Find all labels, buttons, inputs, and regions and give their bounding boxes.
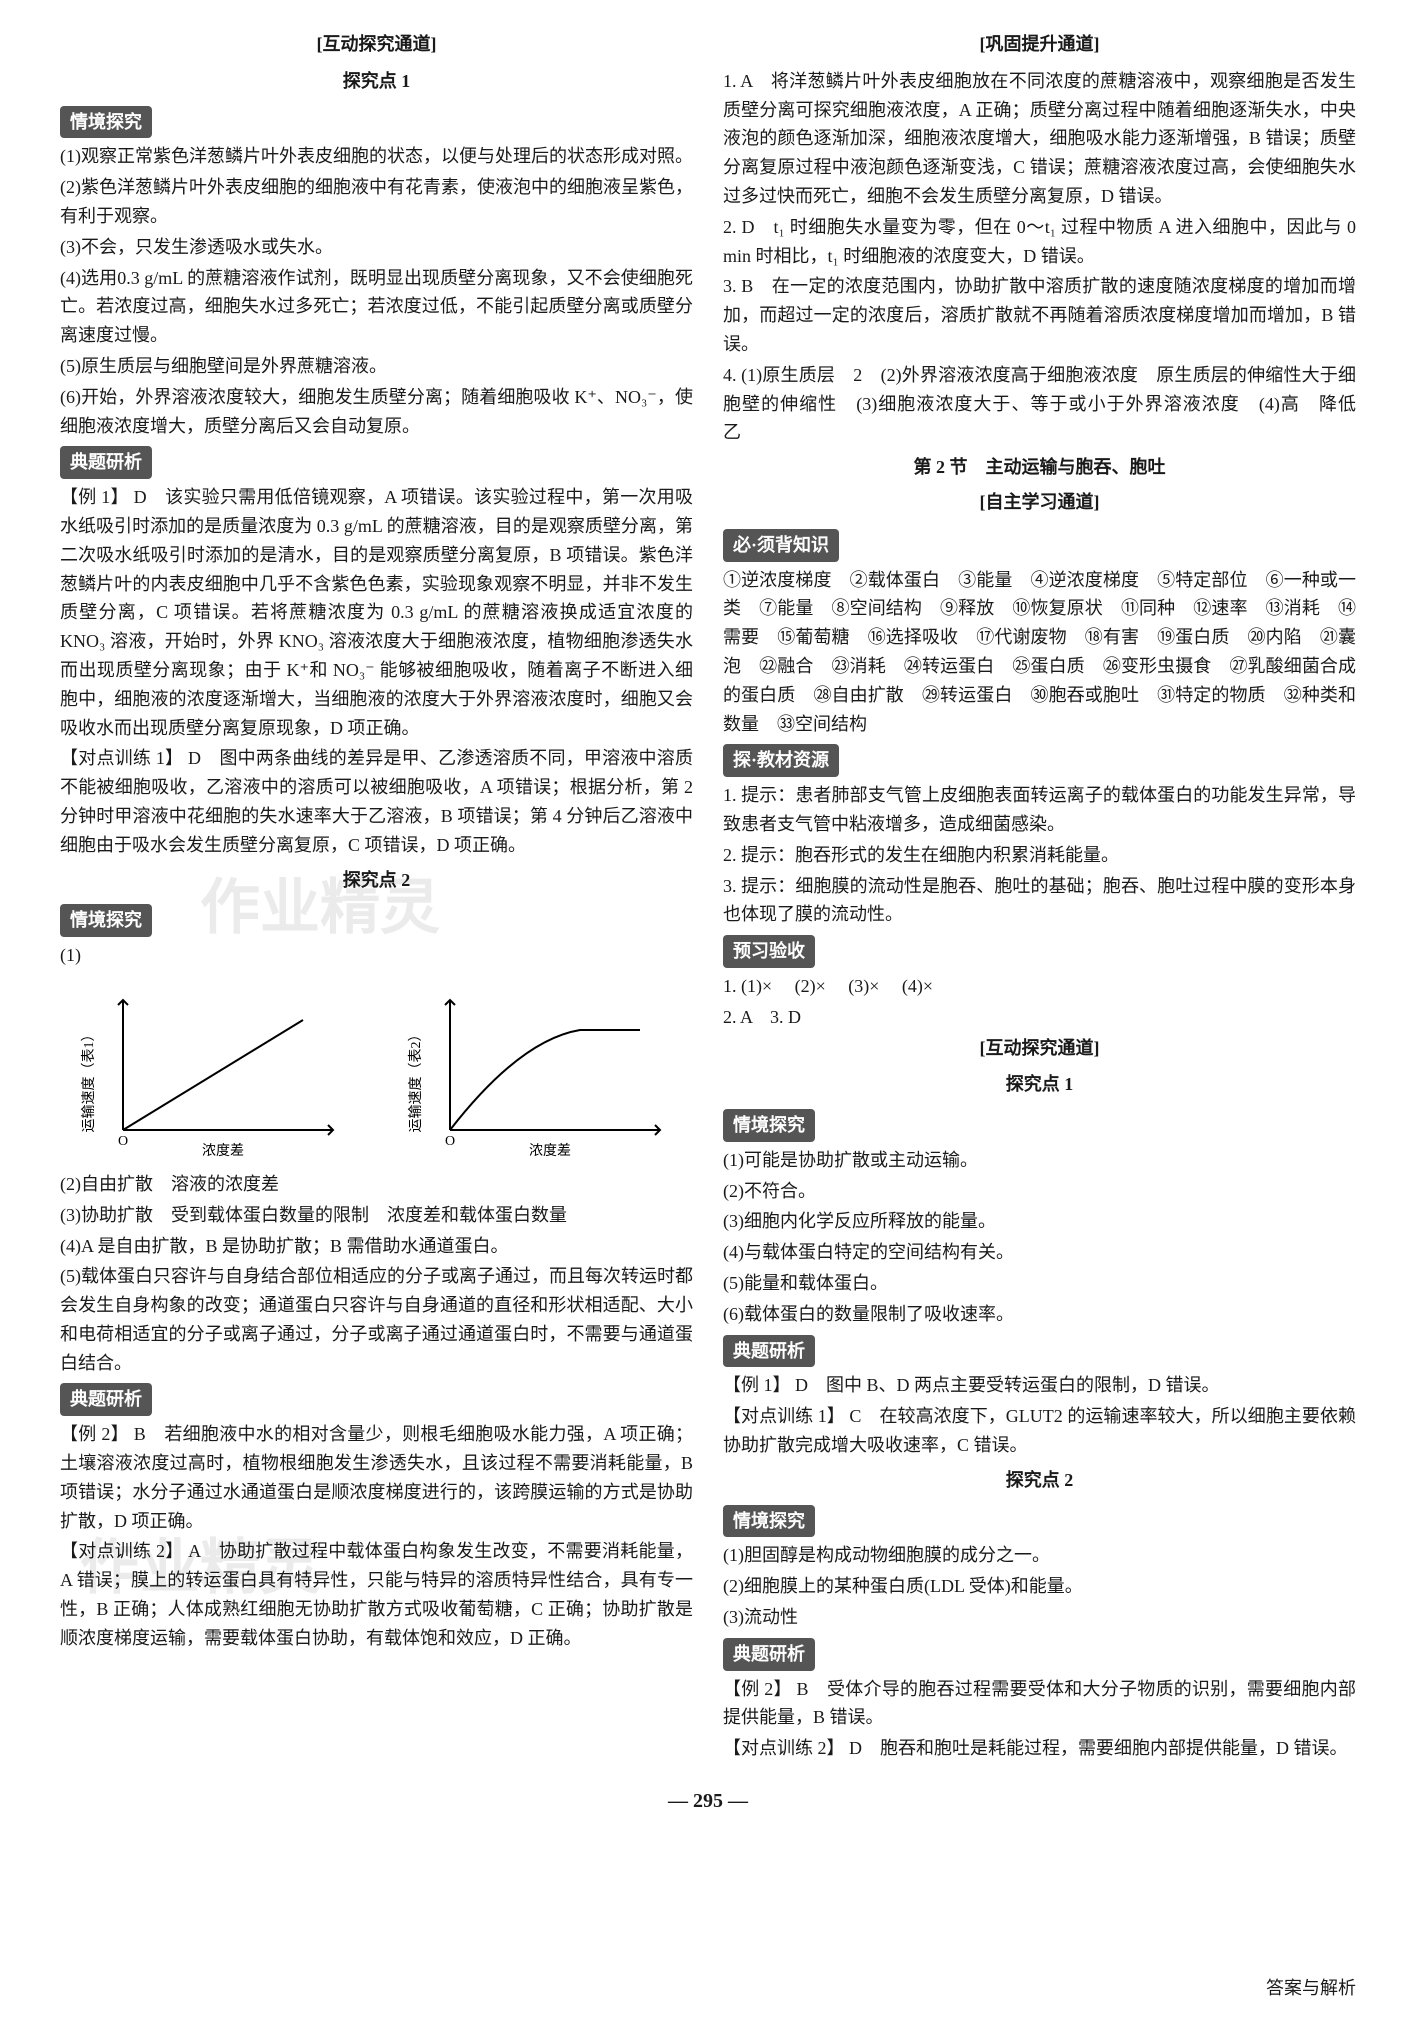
left-duidian-2: 【对点训练 2】 A 协助扩散过程中载体蛋白构象发生改变，不需要消耗能量，A 错… [60,1537,693,1652]
right-column: [巩固提升通道] 1. A 将洋葱鳞片叶外表皮细胞放在不同浓度的蔗糖溶液中，观察… [723,30,1356,1765]
chart2-origin: O [445,1134,455,1149]
right-header-3: [互动探究通道] [723,1034,1356,1063]
bixiu-items: ①逆浓度梯度 ②载体蛋白 ③能量 ④逆浓度梯度 ⑤特定部位 ⑥一种或一类 ⑦能量… [723,566,1356,739]
r-dd2: 【对点训练 2】 D 胞吞和胞吐是耗能过程，需要细胞内部提供能量，D 错误。 [723,1734,1356,1763]
left-p2-3: (3)协助扩散 受到载体蛋白数量的限制 浓度差和载体蛋白数量 [60,1201,693,1230]
left-p5: (5)原生质层与细胞壁间是外界蔗糖溶液。 [60,352,693,381]
chart-1: 运输速度（表1） O 浓度差 [73,980,353,1160]
ys1: 1. (1)× (2)× (3)× (4)× [723,972,1356,1001]
r-p1: (1)可能是协助扩散或主动运输。 [723,1146,1356,1175]
r-p4: (4)与载体蛋白特定的空间结构有关。 [723,1238,1356,1267]
left-p2-5: (5)载体蛋白只容许与自身结合部位相适应的分子或离子通过，而且每次转运时都会发生… [60,1262,693,1377]
chart-row: 运输速度（表1） O 浓度差 运输速度（表2） O 浓度差 [60,980,693,1160]
left-duidian-1: 【对点训练 1】 D 图中两条曲线的差异是甲、乙渗透溶质不同，甲溶液中溶质不能被… [60,744,693,859]
qingjing-label-2: 情境探究 [60,904,152,937]
page-number: — 295 — [60,1785,1356,1817]
right-a2: 2. D t₁ 时细胞失水量变为零，但在 0～t₁ 过程中物质 A 进入细胞中，… [723,213,1356,271]
chart1-xlabel: 浓度差 [202,1143,244,1159]
left-column: [互动探究通道] 探究点 1 情境探究 (1)观察正常紫色洋葱鳞片叶外表皮细胞的… [60,30,693,1765]
page-container: [互动探究通道] 探究点 1 情境探究 (1)观察正常紫色洋葱鳞片叶外表皮细胞的… [60,30,1356,1765]
chart1-origin: O [118,1134,128,1149]
chart-1-svg: 运输速度（表1） O 浓度差 [73,980,353,1160]
r-p3: (3)细胞内化学反应所释放的能量。 [723,1207,1356,1236]
right-a3: 3. B 在一定的浓度范围内，协助扩散中溶质扩散的速度随浓度梯度的增加而增加，而… [723,272,1356,358]
left-header-1: [互动探究通道] [60,30,693,59]
left-section-title-2: 探究点 2 [60,866,693,895]
left-p3: (3)不会，只发生渗透吸水或失水。 [60,233,693,262]
right-header-2: [自主学习通道] [723,488,1356,517]
right-section-title-2: 探究点 2 [723,1466,1356,1495]
dianti-label-2: 典题研析 [60,1383,152,1416]
dianti-label-3: 典题研析 [723,1335,815,1368]
jiaocai-label: 探·教材资源 [723,744,839,777]
left-p1: (1)观察正常紫色洋葱鳞片叶外表皮细胞的状态，以便与处理后的状态形成对照。 [60,142,693,171]
r2-p2: (2)细胞膜上的某种蛋白质(LDL 受体)和能量。 [723,1572,1356,1601]
jc1: 1. 提示：患者肺部支气管上皮细胞表面转运离子的载体蛋白的功能发生异常，导致患者… [723,781,1356,839]
chart-2: 运输速度（表2） O 浓度差 [400,980,680,1160]
yanshou-label: 预习验收 [723,935,815,968]
right-a1: 1. A 将洋葱鳞片叶外表皮细胞放在不同浓度的蔗糖溶液中，观察细胞是否发生质壁分… [723,67,1356,211]
left-p6: (6)开始，外界溶液浓度较大，细胞发生质壁分离；随着细胞吸收 K⁺、NO₃⁻，使… [60,383,693,441]
chart2-xlabel: 浓度差 [529,1143,571,1159]
r-p2: (2)不符合。 [723,1177,1356,1206]
chart1-ylabel: 运输速度（表1） [81,1027,97,1132]
left-p2: (2)紫色洋葱鳞片叶外表皮细胞的细胞液中有花青素，使液泡中的细胞液呈紫色，有利于… [60,173,693,231]
right-header-1: [巩固提升通道] [723,30,1356,59]
dianti-label-4: 典题研析 [723,1638,815,1671]
r2-p3: (3)流动性 [723,1603,1356,1632]
left-p4: (4)选用0.3 g/mL 的蔗糖溶液作试剂，既明显出现质壁分离现象，又不会使细… [60,264,693,350]
r-dd1: 【对点训练 1】 C 在较高浓度下，GLUT2 的运输速率较大，所以细胞主要依赖… [723,1402,1356,1460]
left-example-2: 【例 2】 B 若细胞液中水的相对含量少，则根毛细胞吸水能力强，A 项正确；土壤… [60,1420,693,1535]
qingjing-label-3: 情境探究 [723,1109,815,1142]
section-2-title: 第 2 节 主动运输与胞吞、胞吐 [723,453,1356,482]
jc2: 2. 提示：胞吞形式的发生在细胞内积累消耗能量。 [723,841,1356,870]
r-p5: (5)能量和载体蛋白。 [723,1269,1356,1298]
dianti-label-1: 典题研析 [60,446,152,479]
left-example-1: 【例 1】 D 该实验只需用低倍镜观察，A 项错误。该实验过程中，第一次用吸水纸… [60,483,693,742]
left-item-1: (1) [60,941,693,970]
ys2: 2. A 3. D [723,1003,1356,1032]
r-p6: (6)载体蛋白的数量限制了吸收速率。 [723,1300,1356,1329]
chart2-ylabel: 运输速度（表2） [408,1027,424,1132]
qingjing-label-1: 情境探究 [60,106,152,139]
r2-p1: (1)胆固醇是构成动物细胞膜的成分之一。 [723,1541,1356,1570]
right-a4: 4. (1)原生质层 2 (2)外界溶液浓度高于细胞液浓度 原生质层的伸缩性大于… [723,361,1356,447]
chart-2-svg: 运输速度（表2） O 浓度差 [400,980,680,1160]
left-p2-2: (2)自由扩散 溶液的浓度差 [60,1170,693,1199]
left-p2-4: (4)A 是自由扩散，B 是协助扩散；B 需借助水通道蛋白。 [60,1232,693,1261]
r-li1: 【例 1】 D 图中 B、D 两点主要受转运蛋白的限制，D 错误。 [723,1371,1356,1400]
footer-label: 答案与解析 [1266,1974,1356,2003]
jc3: 3. 提示：细胞膜的流动性是胞吞、胞吐的基础；胞吞、胞吐过程中膜的变形本身也体现… [723,872,1356,930]
qingjing-label-4: 情境探究 [723,1505,815,1538]
right-section-title-1: 探究点 1 [723,1070,1356,1099]
left-section-title-1: 探究点 1 [60,67,693,96]
r-li2: 【例 2】 B 受体介导的胞吞过程需要受体和大分子物质的识别，需要细胞内部提供能… [723,1675,1356,1733]
bixiu-label: 必·须背知识 [723,529,839,562]
